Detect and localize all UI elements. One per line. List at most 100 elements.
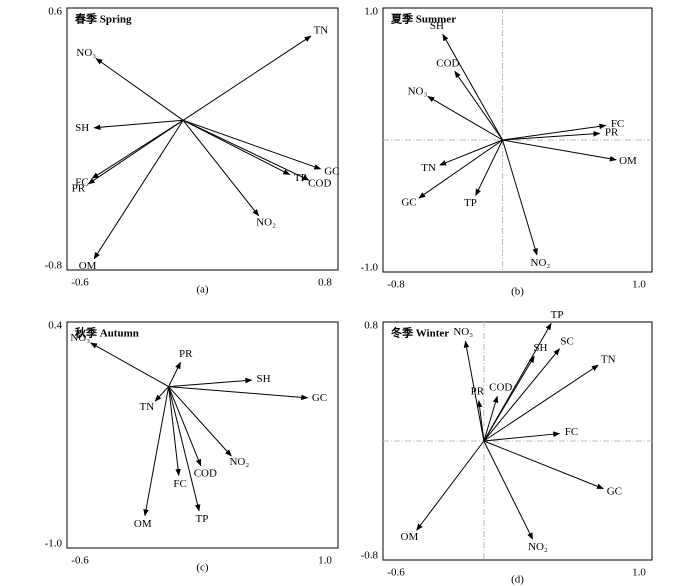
vector-arrow	[182, 119, 322, 170]
vector-arrow	[483, 431, 561, 442]
panel-caption: (b)	[511, 286, 524, 298]
panel-caption: (d)	[511, 574, 524, 586]
y-tick-label: 1.0	[364, 6, 378, 18]
vector-arrow	[418, 139, 503, 199]
vector-arrow	[91, 119, 184, 179]
vector-arrow	[483, 440, 534, 540]
vector-label: COD	[489, 381, 512, 393]
vector-label: OM	[79, 260, 97, 272]
vector-arrow	[502, 139, 617, 162]
panel-title: 秋季 Autumn	[75, 326, 139, 340]
vector-arrow	[182, 119, 310, 181]
vector-label: NO₃	[76, 47, 96, 59]
vector-arrow	[182, 119, 291, 176]
vector-label: NO₂	[256, 216, 276, 228]
vector-arrow	[168, 377, 253, 388]
vector-label: TP	[464, 197, 477, 209]
y-tick-label: 0.6	[48, 6, 62, 18]
vector-arrow	[168, 386, 181, 477]
vector-label: GC	[401, 197, 416, 209]
vector-arrow	[90, 342, 169, 388]
y-tick-label: -0.8	[45, 260, 63, 272]
vector-arrow	[168, 361, 181, 387]
vector-arrow	[182, 119, 260, 217]
vector-arrow	[442, 33, 503, 141]
vector-arrow	[483, 348, 560, 442]
vector-label: NO₃	[70, 332, 90, 344]
vector-label: COD	[436, 58, 459, 70]
panel-title: 冬季 Winter	[391, 326, 449, 340]
panel-caption: (a)	[196, 284, 209, 296]
y-tick-label: -1.0	[361, 262, 379, 274]
x-tick-label: -0.6	[71, 555, 89, 567]
vector-label: TP	[196, 513, 209, 525]
vector-arrow	[93, 119, 184, 131]
vector-label: NO₂	[229, 456, 249, 468]
vector-label: OM	[134, 518, 152, 530]
vector-label: SC	[560, 335, 573, 347]
x-tick-label: -0.6	[387, 567, 405, 579]
vector-arrow	[483, 355, 535, 442]
vector-label: PR	[605, 126, 619, 138]
x-tick-label: 1.0	[318, 555, 332, 567]
vector-label: GC	[607, 485, 622, 497]
vector-label: FC	[565, 426, 578, 438]
x-tick-label: -0.8	[387, 279, 405, 291]
vector-label: COD	[194, 468, 217, 480]
vector-arrow	[454, 70, 503, 141]
vector-arrow	[168, 386, 232, 457]
vector-arrow	[476, 400, 485, 442]
vector-label: FC	[611, 118, 624, 130]
vector-arrow	[475, 139, 504, 197]
vector-arrow	[182, 35, 312, 121]
vector-label: COD	[308, 178, 331, 190]
vector-label: PR	[179, 348, 193, 360]
vector-arrow	[143, 386, 170, 517]
vector-arrow	[168, 386, 309, 401]
y-tick-label: -1.0	[45, 538, 63, 550]
vector-label: TN	[314, 25, 329, 37]
plot-frame	[66, 321, 339, 549]
vector-label: NO₃	[408, 85, 428, 97]
x-tick-label: 0.8	[318, 277, 332, 289]
vector-label: SH	[257, 373, 271, 385]
vector-label: SH	[75, 122, 89, 134]
y-tick-label: -0.8	[361, 550, 379, 562]
vector-arrow	[416, 440, 485, 531]
vector-label: FC	[173, 478, 186, 490]
vector-label: OM	[401, 531, 419, 543]
vector-arrow	[502, 131, 601, 141]
vector-label: NO₃	[453, 326, 473, 338]
vector-arrow	[93, 120, 184, 260]
vector-arrow	[439, 139, 503, 166]
y-tick-label: 0.4	[48, 320, 62, 332]
plot-frame	[66, 7, 339, 271]
vector-label: GC	[324, 165, 339, 177]
panel-title: 夏季 Summer	[391, 12, 456, 26]
vector-label: TN	[601, 354, 616, 366]
x-tick-label: 1.0	[632, 279, 646, 291]
vector-arrow	[168, 386, 202, 467]
vector-label: TN	[421, 162, 436, 174]
y-tick-label: 0.8	[364, 320, 378, 332]
panel-title: 春季 Spring	[75, 12, 132, 26]
vector-label: PR	[72, 182, 86, 194]
vector-arrow	[427, 96, 503, 141]
vector-arrow	[502, 139, 538, 256]
vector-arrow	[483, 440, 604, 490]
vector-arrow	[154, 386, 169, 402]
vector-arrow	[95, 58, 184, 121]
vector-arrow	[483, 364, 599, 442]
vector-label: GC	[312, 392, 327, 404]
vector-label: OM	[619, 155, 637, 167]
vector-arrow	[502, 123, 607, 141]
vector-label: TN	[140, 401, 155, 413]
vector-arrow	[463, 340, 485, 442]
x-tick-label: 1.0	[632, 567, 646, 579]
vector-label: PR	[471, 385, 485, 397]
x-tick-label: -0.6	[71, 277, 89, 289]
vector-arrow	[168, 386, 201, 512]
vector-label: NO₂	[528, 541, 548, 553]
vector-label: SH	[430, 20, 444, 32]
